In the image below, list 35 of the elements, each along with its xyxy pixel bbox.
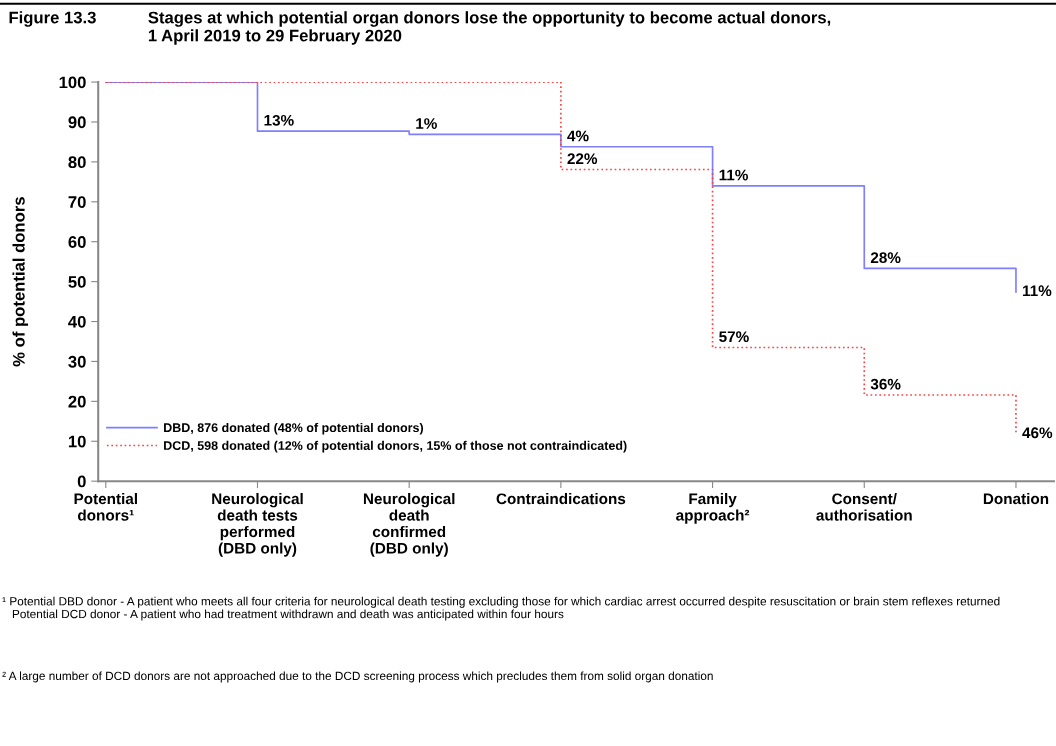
annotation: 46% [1022,427,1053,439]
x-tick-label: Contraindications [496,492,626,505]
chart-title: Figure 13.3 [9,11,96,27]
annotation: 11% [1022,285,1052,297]
text: ² A large number of DCD donors are not approached due to the DCD screening process which precludes them from solid organ donation [2,671,713,683]
y-tick-label: 30 [68,355,86,368]
annotation: 36% [870,378,901,390]
y-tick-label: 80 [68,156,86,169]
y-tick-label: 50 [68,276,86,288]
annotation: 4% [567,130,589,142]
legend-label: DBD, 876 donated (48% of potential donors) [164,422,424,435]
y-tick-label: 20 [68,395,86,408]
annotation: 28% [870,252,901,264]
x-tick-label: Neurological death confirmed (DBD only) [363,492,455,557]
chart-subtitle: Stages at which potential organ donors lose the opportunity to become actual donors, 1 April 2019 to 29 February 2020 [148,11,831,45]
text: ¹ Potential DBD donor - A patient who meets all four criteria for neurological death testing excluding those for which cardiac arrest occurred despite resuscitation or brain stem reflexes returned Potential DCD donor - A patient who had treatment withdrawn and death was anticipated within four hours [2,596,1000,621]
y-tick-label: 60 [68,236,86,248]
y-tick-label: 100 [59,76,86,89]
y-tick-label: 70 [68,196,86,208]
annotation: 57% [719,331,749,343]
x-tick-label: Family approach² [676,492,750,524]
annotation: 13% [264,114,294,126]
y-axis-title: % of potential donors [12,197,29,367]
y-tick-label: 10 [68,435,86,448]
y-tick-label: 0 [77,475,86,488]
y-tick-label: 40 [68,315,86,328]
annotation: 22% [567,153,598,165]
legend-label: DCD, 598 donated (12% of potential donors, 15% of those not contraindicated) [164,440,627,453]
annotation: 1% [416,118,437,129]
x-tick-label: Consent/ authorisation [816,492,912,521]
x-tick-label: Neurological death tests performed (DBD only) [212,492,303,557]
x-tick-label: Donation [983,492,1049,505]
x-tick-label: Potential donors¹ [74,492,137,521]
y-tick-label: 90 [68,116,86,129]
annotation: 11% [719,169,748,181]
